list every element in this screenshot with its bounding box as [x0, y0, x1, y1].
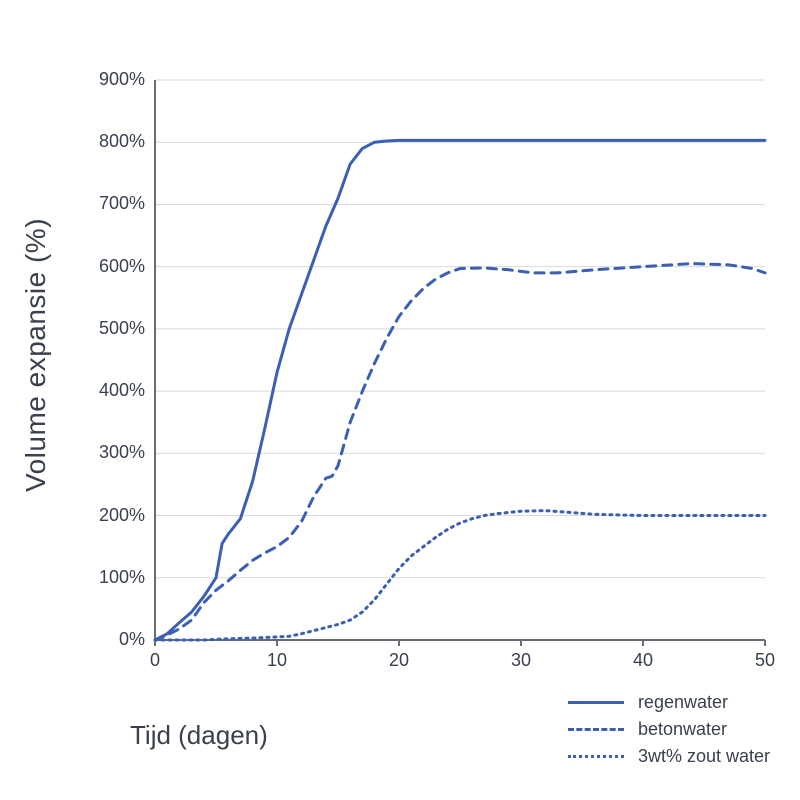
legend-label: 3wt% zout water	[638, 746, 770, 767]
legend-label: betonwater	[638, 719, 727, 740]
legend-item: betonwater	[568, 719, 770, 740]
legend-line-sample	[568, 755, 624, 758]
legend-label: regenwater	[638, 692, 728, 713]
legend-line-sample	[568, 728, 624, 731]
plot-area	[0, 0, 800, 800]
legend-item: regenwater	[568, 692, 770, 713]
volume-expansion-chart: Volume expansie (%) 0%100%200%300%400%50…	[0, 0, 800, 800]
legend: regenwater betonwater 3wt% zout water	[568, 692, 770, 773]
legend-item: 3wt% zout water	[568, 746, 770, 767]
x-axis-title: Tijd (dagen)	[130, 720, 268, 751]
legend-line-sample	[568, 701, 624, 704]
